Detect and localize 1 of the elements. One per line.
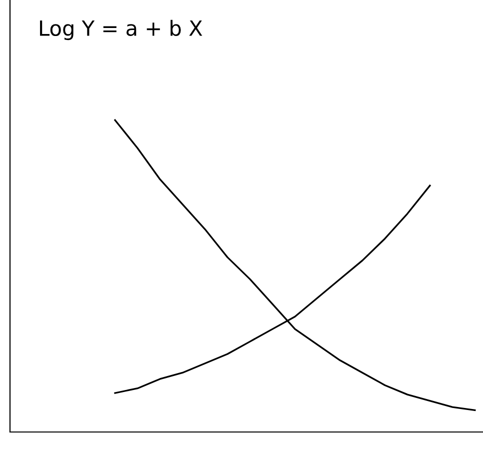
- chart-title: Log Y = a + b X: [40, 20, 202, 40]
